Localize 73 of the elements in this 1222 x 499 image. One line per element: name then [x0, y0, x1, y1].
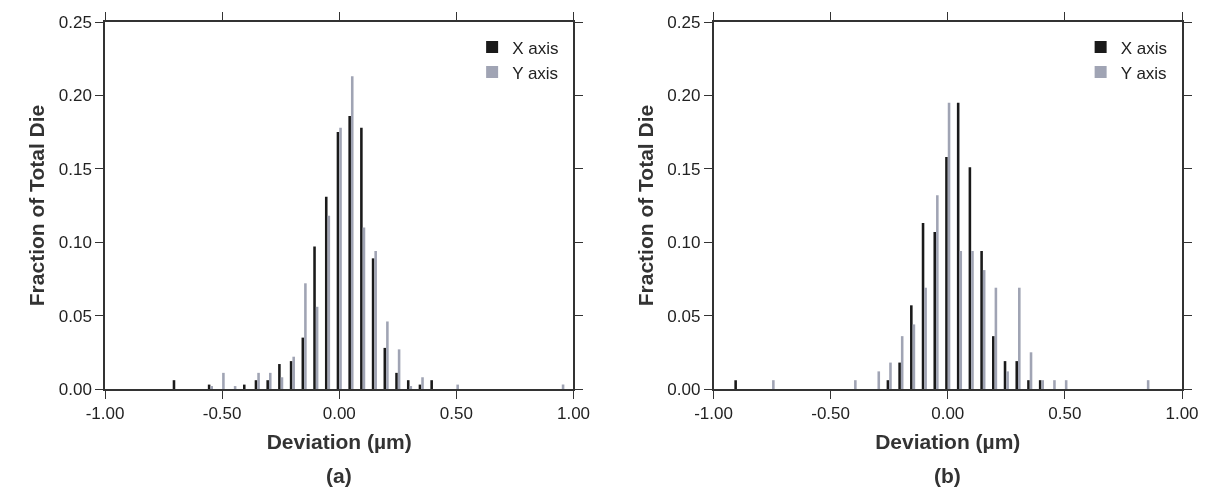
- y-tick-label: 0.20: [58, 86, 92, 106]
- bar: [348, 115, 351, 389]
- bar: [877, 371, 881, 389]
- bar: [257, 372, 260, 389]
- bar: [971, 251, 974, 389]
- bar: [456, 384, 459, 389]
- y-tick-label: 0.00: [58, 379, 92, 399]
- bar: [910, 305, 913, 389]
- bar: [734, 380, 737, 389]
- bar: [1015, 361, 1019, 389]
- y-tick-label: 0.05: [58, 306, 92, 326]
- legend-label: X axis: [1120, 38, 1167, 58]
- y-tick-label: 0.25: [58, 12, 92, 32]
- y-tick-label: 0.25: [667, 12, 701, 32]
- bar: [889, 362, 892, 389]
- x-tick-label: 0.00: [322, 404, 356, 424]
- y-tick-label: 0.10: [58, 233, 92, 253]
- x-axis-title: Deviation (µm): [875, 429, 1021, 453]
- bar: [268, 372, 272, 389]
- bar: [992, 336, 995, 389]
- x-tick-label: -0.50: [811, 404, 850, 424]
- x-tick-label: 1.00: [1165, 404, 1199, 424]
- bar: [772, 380, 775, 389]
- bar: [395, 372, 398, 389]
- bar: [374, 251, 377, 389]
- legend-label: Y axis: [512, 63, 559, 83]
- bar: [421, 377, 424, 389]
- bar: [936, 195, 939, 389]
- bar: [324, 196, 328, 389]
- bar: [339, 127, 342, 389]
- bar: [222, 372, 225, 389]
- bar: [313, 246, 316, 389]
- x-tick-label: 0.50: [439, 404, 473, 424]
- y-axis-title: Fraction of Total Die: [633, 104, 657, 307]
- bar: [242, 384, 246, 389]
- y-tick-label: 0.15: [667, 159, 701, 179]
- bar: [292, 356, 295, 389]
- y-tick-label: 0.00: [667, 379, 701, 399]
- y-tick-label: 0.20: [667, 86, 701, 106]
- legend-label: X axis: [512, 38, 559, 58]
- x-tick-label: 0.00: [931, 404, 965, 424]
- text: (a): [326, 464, 352, 487]
- x-tick-label: 1.00: [556, 404, 591, 424]
- y-tick-label: 0.10: [667, 233, 701, 253]
- bar: [959, 251, 963, 389]
- text: (b): [934, 464, 961, 487]
- bar: [924, 287, 927, 389]
- x-axis-title: Deviation (µm): [266, 429, 412, 453]
- bar: [266, 380, 269, 389]
- bar: [980, 251, 983, 389]
- bar: [1018, 287, 1021, 389]
- bar: [350, 76, 354, 389]
- y-tick-label: 0.15: [58, 159, 92, 179]
- bar: [1027, 380, 1030, 389]
- bar: [386, 321, 389, 389]
- bar: [945, 157, 948, 389]
- bar: [360, 127, 363, 389]
- x-tick-label: -1.00: [85, 404, 125, 424]
- bar: [1006, 371, 1009, 389]
- bar: [1053, 380, 1056, 389]
- legend-label: Y axis: [1120, 63, 1167, 83]
- bar: [406, 380, 410, 389]
- x-tick-label: -0.50: [202, 404, 242, 424]
- y-axis-title: Fraction of Total Die: [25, 104, 49, 307]
- bar: [898, 362, 901, 389]
- x-tick-label: 0.50: [1048, 404, 1082, 424]
- bar: [933, 231, 937, 389]
- bar: [430, 380, 433, 389]
- bar: [854, 380, 857, 389]
- x-tick-label: -1.00: [694, 404, 733, 424]
- y-tick-label: 0.05: [667, 306, 701, 326]
- bar: [278, 364, 281, 389]
- bar: [304, 283, 307, 389]
